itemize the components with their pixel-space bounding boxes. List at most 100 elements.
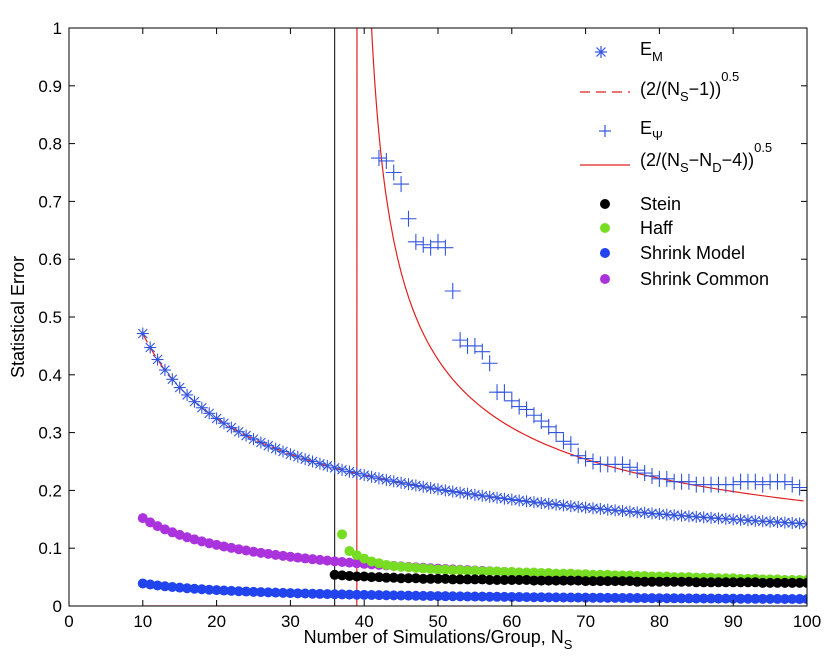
shrink-model-point — [255, 587, 266, 598]
stein-point — [794, 577, 805, 588]
shrink-model-point — [373, 590, 384, 601]
haff-point — [536, 568, 547, 579]
shrink-common-point — [322, 555, 333, 566]
stein-point — [396, 573, 407, 584]
shrink-model-point — [278, 587, 289, 598]
legend-marker-e-psi — [599, 125, 611, 137]
e-m-point — [262, 439, 275, 452]
shrink-model-point — [174, 582, 185, 593]
stein-point — [772, 577, 783, 588]
shrink-model-point — [528, 592, 539, 603]
e-psi-point — [570, 447, 587, 464]
shrink-model-point — [300, 588, 311, 599]
stein-point — [351, 571, 362, 582]
e-psi-point — [385, 164, 402, 181]
shrink-model-point — [750, 593, 761, 604]
e-psi-point — [400, 210, 417, 227]
shrink-model-point — [551, 592, 562, 603]
stein-point — [440, 573, 451, 584]
legend-label-dashed: (2/(NS−1))0.5 — [640, 69, 739, 104]
e-m-point-stroke — [315, 458, 325, 469]
shrink-model-point — [787, 593, 798, 604]
shrink-model-point — [484, 591, 495, 602]
shrink-model-point — [610, 592, 621, 603]
shrink-model-point — [189, 583, 200, 594]
haff-point — [462, 565, 473, 576]
shrink-model-point — [359, 589, 370, 600]
shrink-model-point — [683, 593, 694, 604]
e-m-point-stroke — [765, 516, 775, 527]
shrink-common-point — [233, 544, 244, 555]
shrink-model-point — [779, 593, 790, 604]
shrink-model-point — [263, 587, 274, 598]
shrink-common-point — [351, 558, 362, 569]
shrink-model-point — [706, 593, 717, 604]
x-tick-label: 80 — [650, 612, 669, 631]
stein-point — [661, 576, 672, 587]
e-m-point — [653, 508, 666, 521]
haff-point — [521, 567, 532, 578]
stein-point — [698, 577, 709, 588]
e-psi-point — [644, 467, 661, 484]
e-psi-point — [791, 479, 807, 496]
shrink-model-point — [410, 590, 421, 601]
stein-point — [580, 576, 591, 587]
y-tick-label: 0 — [53, 597, 62, 616]
shrink-model-point — [440, 591, 451, 602]
e-psi-point — [747, 473, 764, 490]
e-m-point-stroke — [167, 374, 178, 385]
e-m-point-stroke — [684, 511, 694, 522]
e-m-point-stroke — [691, 511, 702, 522]
y-tick-label: 0.6 — [38, 250, 62, 269]
e-m-point-stroke — [802, 523, 807, 529]
stein-point — [647, 576, 658, 587]
e-m-point-stroke — [226, 422, 237, 433]
stein-point — [610, 576, 621, 587]
stein-point — [602, 576, 613, 587]
x-tick-label: 10 — [133, 612, 152, 631]
shrink-model-point — [322, 589, 333, 600]
stein-point — [492, 574, 503, 585]
e-m-point — [350, 467, 363, 480]
e-psi-point — [636, 465, 653, 482]
x-axis-label-subscript: S — [564, 637, 573, 652]
haff-point — [337, 529, 348, 540]
stein-point — [337, 570, 348, 581]
shrink-model-point — [433, 591, 443, 602]
stein-point — [329, 569, 340, 580]
plot-background — [69, 28, 807, 606]
shrink-model-point — [226, 585, 237, 596]
e-m-point — [520, 495, 533, 508]
shrink-model-point — [152, 580, 163, 591]
haff-point — [551, 568, 562, 579]
e-psi-point — [555, 433, 572, 450]
shrink-model-point — [182, 583, 193, 594]
shrink-model-point — [462, 591, 473, 602]
e-psi-point — [481, 355, 498, 372]
haff-point — [469, 565, 480, 576]
shrink-model-point — [595, 592, 606, 603]
e-m-point-stroke — [779, 517, 790, 528]
shrink-model-point — [329, 589, 340, 600]
e-m-point-stroke — [713, 513, 724, 524]
e-m-point — [513, 494, 526, 507]
e-psi-point — [444, 282, 461, 299]
stein-point — [802, 577, 807, 588]
shrink-model-point — [366, 590, 377, 601]
shrink-model-point — [167, 581, 178, 592]
shrink-model-point — [455, 591, 466, 602]
e-m-point — [195, 401, 208, 414]
e-m-point-stroke — [292, 451, 303, 462]
shrink-model-point — [499, 591, 510, 602]
e-m-point-stroke — [743, 515, 753, 526]
legend-label-shrink-common: Shrink Common — [640, 269, 769, 289]
stein-point — [506, 574, 517, 585]
e-m-point — [778, 516, 791, 529]
e-m-point-stroke — [255, 437, 266, 448]
legend-label-e-psi: EΨ — [640, 118, 663, 143]
e-m-point — [550, 498, 563, 511]
legend-label-haff: Haff — [640, 218, 674, 238]
shrink-model-point — [425, 590, 436, 601]
e-psi-point — [725, 476, 742, 493]
e-m-point — [299, 453, 312, 466]
